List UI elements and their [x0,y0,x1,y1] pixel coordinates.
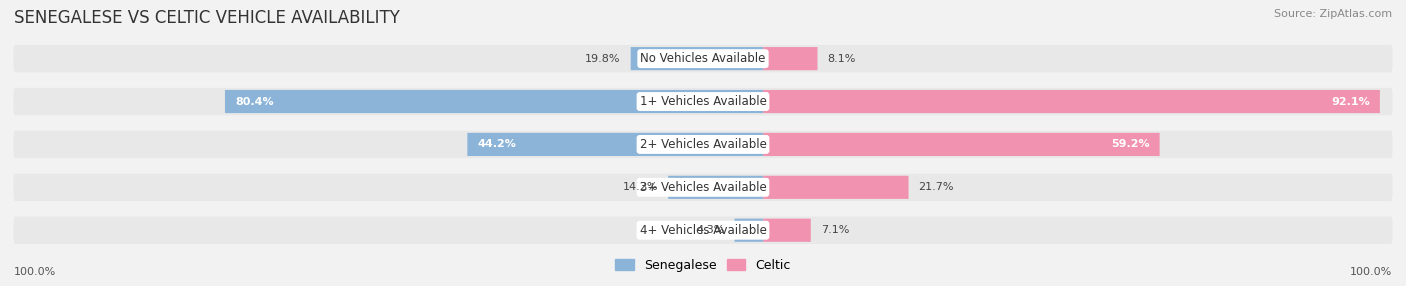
Text: 100.0%: 100.0% [14,267,56,277]
Text: 1+ Vehicles Available: 1+ Vehicles Available [640,95,766,108]
FancyBboxPatch shape [763,219,811,242]
FancyBboxPatch shape [763,47,817,70]
FancyBboxPatch shape [14,45,1392,72]
Text: 4.3%: 4.3% [696,225,724,235]
Text: 100.0%: 100.0% [1350,267,1392,277]
Text: 92.1%: 92.1% [1331,97,1369,106]
Text: 3+ Vehicles Available: 3+ Vehicles Available [640,181,766,194]
Legend: Senegalese, Celtic: Senegalese, Celtic [610,254,796,277]
FancyBboxPatch shape [668,176,763,199]
Text: 2+ Vehicles Available: 2+ Vehicles Available [640,138,766,151]
FancyBboxPatch shape [734,219,763,242]
Text: 80.4%: 80.4% [235,97,274,106]
Text: 8.1%: 8.1% [828,54,856,63]
FancyBboxPatch shape [467,133,763,156]
Text: 4+ Vehicles Available: 4+ Vehicles Available [640,224,766,237]
FancyBboxPatch shape [763,176,908,199]
FancyBboxPatch shape [14,217,1392,244]
FancyBboxPatch shape [225,90,763,113]
Text: SENEGALESE VS CELTIC VEHICLE AVAILABILITY: SENEGALESE VS CELTIC VEHICLE AVAILABILIT… [14,9,399,27]
Text: 44.2%: 44.2% [478,140,516,149]
FancyBboxPatch shape [14,174,1392,201]
Text: 14.2%: 14.2% [623,182,658,192]
FancyBboxPatch shape [763,133,1160,156]
Text: 19.8%: 19.8% [585,54,620,63]
Text: 59.2%: 59.2% [1111,140,1150,149]
Text: No Vehicles Available: No Vehicles Available [640,52,766,65]
FancyBboxPatch shape [763,90,1379,113]
FancyBboxPatch shape [14,88,1392,115]
FancyBboxPatch shape [14,131,1392,158]
Text: 21.7%: 21.7% [918,182,955,192]
FancyBboxPatch shape [631,47,763,70]
Text: 7.1%: 7.1% [821,225,849,235]
Text: Source: ZipAtlas.com: Source: ZipAtlas.com [1274,9,1392,19]
